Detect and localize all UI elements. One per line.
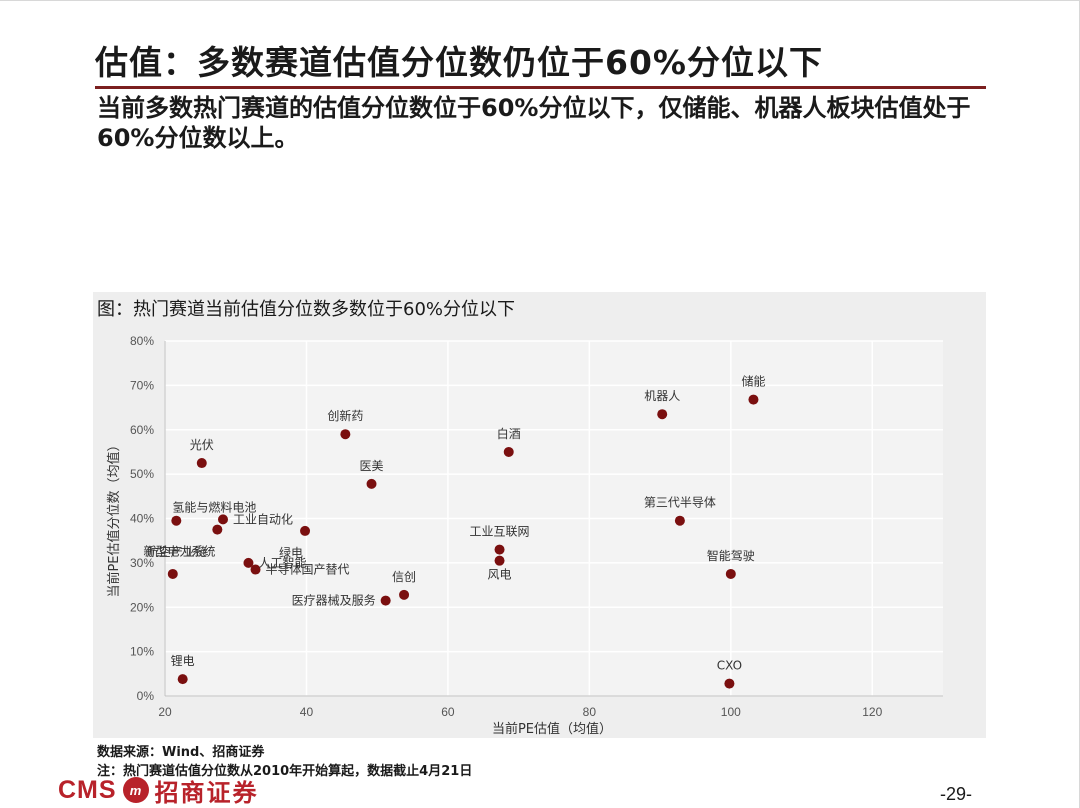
x-tick-label: 20 xyxy=(158,705,172,719)
point-label: 光伏 xyxy=(190,438,214,452)
x-tick-label: 120 xyxy=(862,705,882,719)
data-point xyxy=(503,446,514,457)
y-tick-label: 60% xyxy=(130,423,154,437)
point-label: 白酒 xyxy=(497,426,521,441)
data-point xyxy=(674,515,685,526)
data-point xyxy=(399,589,410,600)
x-tick-label: 60 xyxy=(441,705,455,719)
y-tick-label: 50% xyxy=(130,467,154,481)
point-label: 智能驾驶 xyxy=(707,548,755,563)
data-point xyxy=(725,568,736,579)
data-point xyxy=(177,674,188,685)
data-point xyxy=(494,555,505,566)
point-label: 航空产业链 xyxy=(147,544,207,559)
point-label: 储能 xyxy=(741,374,765,389)
point-label: 第三代半导体 xyxy=(644,496,716,510)
data-point xyxy=(657,409,668,420)
x-tick-label: 100 xyxy=(721,705,741,719)
point-label: 氢能与燃料电池 xyxy=(172,500,256,515)
data-point xyxy=(217,514,228,525)
y-tick-label: 30% xyxy=(130,556,154,570)
data-point xyxy=(748,394,759,405)
data-point xyxy=(380,595,391,606)
page-number: -29- xyxy=(940,784,973,804)
data-point xyxy=(724,678,735,689)
point-label: 创新药 xyxy=(327,408,363,423)
y-axis-title: 当前PE估值分位数（均值） xyxy=(106,438,122,597)
y-tick-label: 10% xyxy=(130,645,154,659)
y-tick-label: 40% xyxy=(130,512,154,526)
axis-layer: 0% 10% 20% 30% 40% 50% 60% 70% 80% 20 40 60 80 100 120 xyxy=(130,334,943,719)
point-label: 医疗器械及服务 xyxy=(292,593,376,608)
data-point xyxy=(212,524,223,535)
points-layer xyxy=(167,394,759,689)
logo-cms-text: CMS xyxy=(58,775,117,804)
data-source: 数据来源：Wind、招商证券 xyxy=(97,745,265,760)
brand-logo: CMS m 招商证券 xyxy=(58,775,259,807)
point-label: 信创 xyxy=(392,570,416,584)
point-label: 人工智能 xyxy=(258,555,306,570)
point-label: 机器人 xyxy=(644,389,680,403)
x-tick-label: 40 xyxy=(300,705,314,719)
data-point xyxy=(300,525,311,536)
point-label: 新型电力系统 xyxy=(143,544,215,559)
data-point xyxy=(366,478,377,489)
x-axis-title: 当前PE估值（均值） xyxy=(492,721,612,737)
data-point xyxy=(494,544,505,555)
data-point xyxy=(340,429,351,440)
y-tick-label: 80% xyxy=(130,334,154,348)
logo-company-name: 招商证券 xyxy=(154,778,259,807)
point-label: 锂电 xyxy=(171,653,195,668)
grid-layer xyxy=(164,340,943,697)
chart-caption: 图：热门赛道当前估值分位数多数位于60%分位以下 xyxy=(97,299,516,320)
chart-note: 注：热门赛道估值分位数从2010年开始算起，数据截止4月21日 xyxy=(97,764,473,779)
data-point xyxy=(196,458,207,469)
point-label: 半导体国产替代 xyxy=(266,563,350,577)
point-label: 工业互联网 xyxy=(470,525,530,539)
y-tick-label: 70% xyxy=(130,378,154,392)
point-label: 风电 xyxy=(488,568,512,582)
slide-title: 估值：多数赛道估值分位数仍位于60%分位以下 xyxy=(95,43,823,82)
logo-badge-icon: m xyxy=(122,777,149,803)
y-tick-label: 0% xyxy=(137,689,155,703)
slide-subtitle: 当前多数热门赛道的估值分位数位于60%分位以下，仅储能、机器人板块估值处于60%… xyxy=(97,94,971,152)
data-point xyxy=(167,568,178,579)
point-label: 绿电 xyxy=(279,545,303,560)
y-tick-label: 20% xyxy=(130,600,154,614)
x-tick-label: 80 xyxy=(583,705,597,719)
title-underline xyxy=(95,86,986,89)
point-label: 医美 xyxy=(360,459,384,473)
point-label: CXO xyxy=(717,659,742,673)
data-point xyxy=(243,557,254,568)
data-point xyxy=(250,564,261,575)
frame-top-border xyxy=(0,0,1080,1)
data-point xyxy=(171,515,182,526)
point-label: 工业自动化 xyxy=(233,512,293,526)
